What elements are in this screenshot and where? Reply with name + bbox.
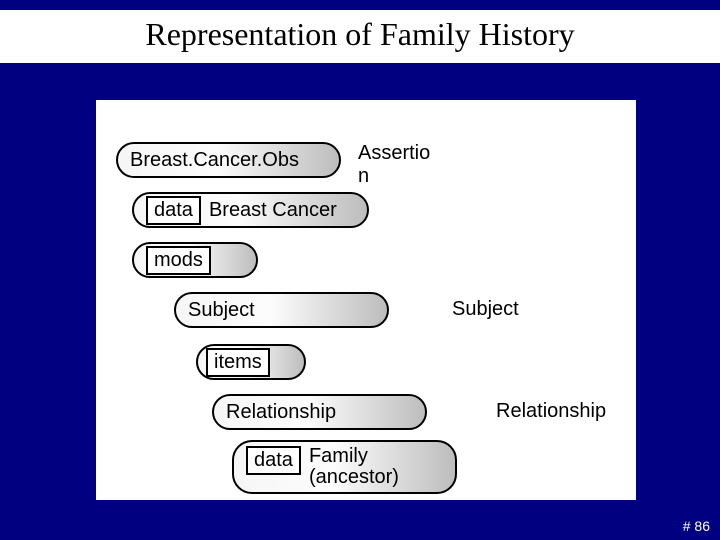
node-data1-value: Breast Cancer (209, 199, 337, 222)
page-title: Representation of Family History (0, 10, 720, 63)
diagram-canvas: Breast.Cancer.Obs Assertio n data Breast… (96, 100, 636, 500)
node-relationship-side-label: Relationship (496, 400, 606, 423)
node-mods-inner-label: mods (146, 246, 211, 275)
node-mods: mods (132, 242, 258, 278)
node-data2-value: Family (ancestor) (309, 446, 399, 488)
node-assertion: Breast.Cancer.Obs (116, 142, 341, 178)
node-assertion-side-label: Assertio n (358, 142, 430, 188)
node-relationship-label: Relationship (226, 401, 336, 424)
node-data2-inner-label: data (246, 446, 301, 475)
node-subject-side-label: Subject (452, 298, 519, 321)
node-assertion-label: Breast.Cancer.Obs (130, 149, 299, 172)
node-subject: Subject (174, 292, 389, 328)
node-data-family: data Family (ancestor) (232, 440, 457, 494)
node-items: items (196, 344, 306, 380)
node-data-breast-cancer: data Breast Cancer (132, 192, 369, 228)
node-items-inner-label: items (206, 348, 270, 377)
node-subject-label: Subject (188, 299, 255, 322)
node-relationship: Relationship (212, 394, 427, 430)
slide-number: # 86 (683, 518, 710, 534)
node-data1-inner-label: data (146, 196, 201, 225)
